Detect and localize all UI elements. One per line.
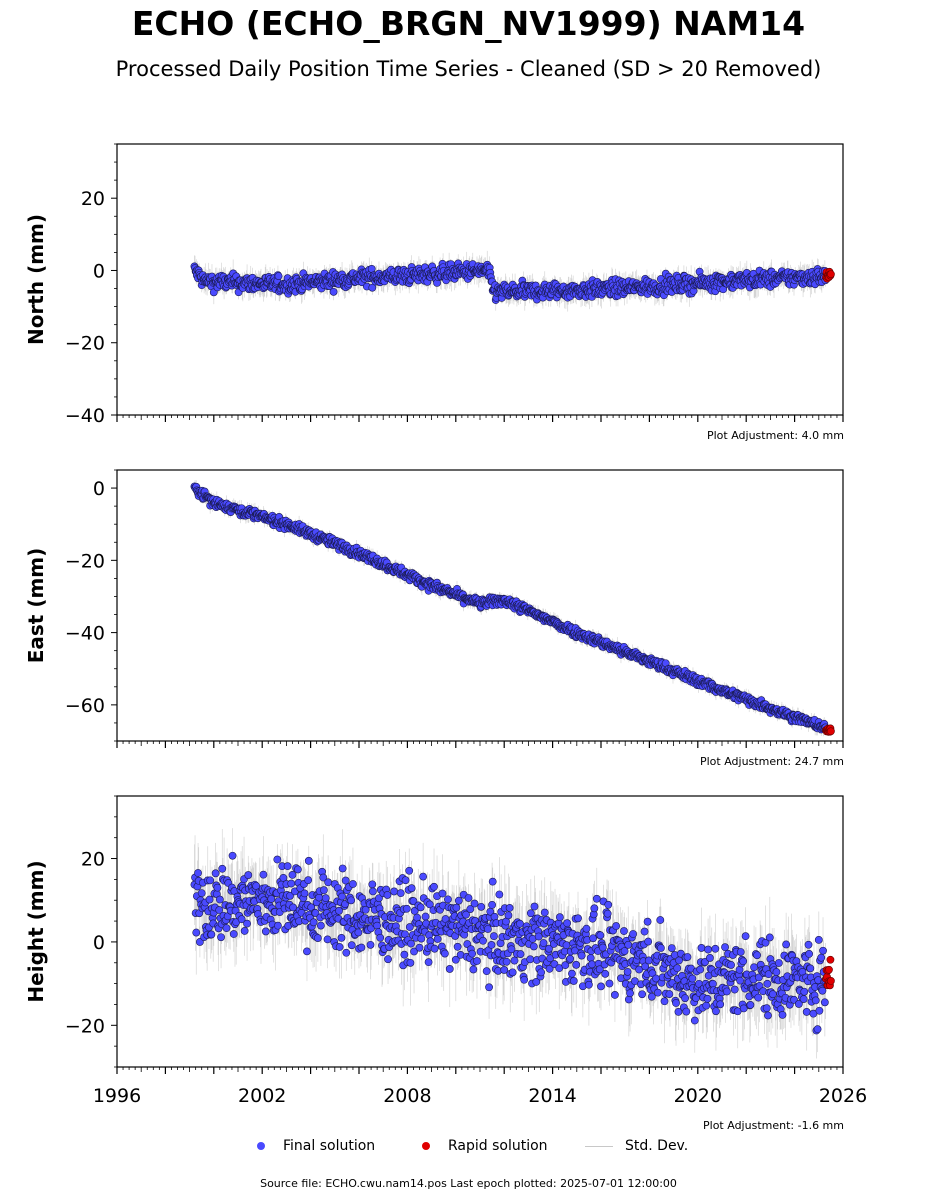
north-ylabel: North (mm) (24, 214, 48, 345)
north-rapid-point (827, 270, 835, 279)
east-ytick-label: 0 (93, 478, 105, 500)
east-ytick-label: −60 (65, 695, 105, 717)
east-ytick-label: −20 (65, 550, 105, 572)
north-ytick-label: −40 (65, 405, 105, 427)
east-rapid-point (827, 727, 835, 736)
north-ytick-label: 20 (81, 188, 105, 210)
north-final-point (368, 283, 377, 292)
north-final-point (274, 272, 283, 280)
east-ytick-label: −40 (65, 623, 105, 645)
north-final-point (329, 287, 338, 296)
east-points-group (190, 482, 835, 736)
north-points-group (190, 259, 835, 304)
chart-subtitle: Processed Daily Position Time Series - C… (115, 57, 822, 81)
chart-title: ECHO (ECHO_BRGN_NV1999) NAM14 (131, 4, 806, 43)
north-ytick-label: −20 (65, 333, 105, 355)
east-ylabel: East (mm) (24, 548, 48, 664)
north-ytick-label: 0 (93, 260, 105, 282)
